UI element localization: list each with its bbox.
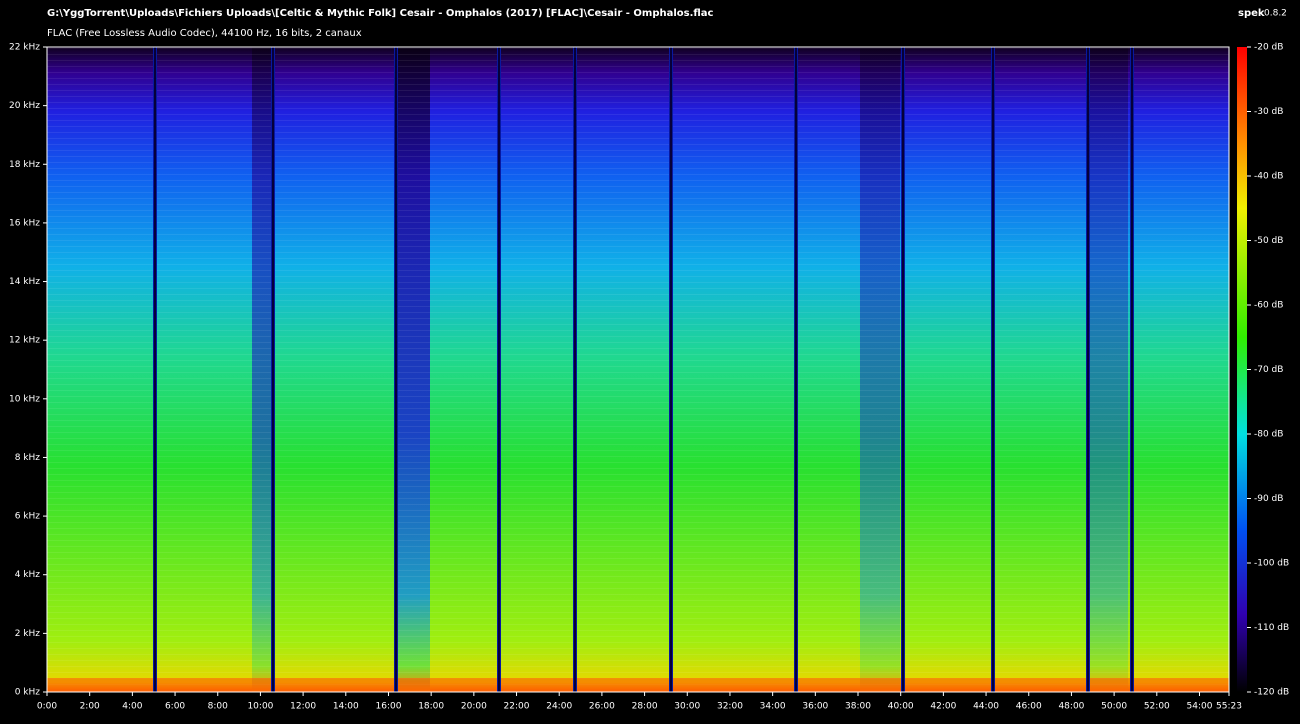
y-tick-label: 20 kHz <box>9 101 40 111</box>
level-tick-label: -80 dB <box>1254 430 1283 440</box>
x-tick-label: 34:00 <box>760 702 786 712</box>
spectrogram <box>47 47 1229 692</box>
y-tick-label: 22 kHz <box>9 43 40 53</box>
level-tick-label: -30 dB <box>1254 107 1283 117</box>
y-tick-label: 10 kHz <box>9 394 40 404</box>
x-tick-label: 36:00 <box>802 702 828 712</box>
x-tick-label: 20:00 <box>461 702 487 712</box>
level-tick-label: -50 dB <box>1254 236 1283 246</box>
level-tick-label: -100 dB <box>1254 559 1289 569</box>
level-tick-label: -60 dB <box>1254 301 1283 311</box>
x-tick-label: 14:00 <box>333 702 359 712</box>
level-tick-label: -120 dB <box>1254 688 1289 698</box>
x-tick-label: 55:23 <box>1216 702 1242 712</box>
level-colorbar <box>1237 47 1247 692</box>
y-tick-label: 8 kHz <box>15 453 41 463</box>
track-gap <box>272 47 274 692</box>
track-gap <box>1087 47 1089 692</box>
x-tick-label: 18:00 <box>418 702 444 712</box>
level-tick-label: -90 dB <box>1254 494 1283 504</box>
y-tick-label: 16 kHz <box>9 218 40 228</box>
level-tick-label: -20 dB <box>1254 43 1283 53</box>
x-tick-label: 48:00 <box>1058 702 1084 712</box>
x-tick-label: 0:00 <box>37 702 57 712</box>
track-gap <box>498 47 500 692</box>
x-tick-label: 30:00 <box>674 702 700 712</box>
x-tick-label: 16:00 <box>376 702 402 712</box>
y-tick-label: 2 kHz <box>15 629 41 639</box>
track-gap <box>992 47 994 692</box>
level-tick-label: -40 dB <box>1254 172 1283 182</box>
harmonic-texture <box>47 47 1229 692</box>
x-tick-label: 10:00 <box>247 702 273 712</box>
track-gap <box>670 47 672 692</box>
track-gap <box>795 47 797 692</box>
y-tick-label: 12 kHz <box>9 336 40 346</box>
y-tick-label: 6 kHz <box>15 512 41 522</box>
track-gap <box>902 47 904 692</box>
x-tick-label: 26:00 <box>589 702 615 712</box>
x-tick-label: 4:00 <box>122 702 142 712</box>
y-tick-label: 18 kHz <box>9 160 40 170</box>
axes: 0 kHz 2 kHz 4 kHz 6 kHz 8 kHz 10 kHz 12 kHz 14 … <box>9 43 1289 712</box>
track-gap <box>574 47 576 692</box>
x-tick-label: 6:00 <box>165 702 185 712</box>
track-gap <box>395 47 397 692</box>
x-tick-label: 32:00 <box>717 702 743 712</box>
x-tick-label: 2:00 <box>80 702 100 712</box>
plot-frame <box>46 46 1230 693</box>
x-tick-label: 12:00 <box>290 702 316 712</box>
x-tick-label: 54:00 <box>1187 702 1213 712</box>
app-name: spek <box>1238 8 1265 19</box>
x-tick-label: 22:00 <box>504 702 530 712</box>
app-version: 0.8.2 <box>1264 9 1287 19</box>
x-tick-label: 46:00 <box>1016 702 1042 712</box>
x-tick-label: 40:00 <box>888 702 914 712</box>
x-tick-label: 24:00 <box>546 702 572 712</box>
x-tick-label: 42:00 <box>930 702 956 712</box>
file-info: FLAC (Free Lossless Audio Codec), 44100 … <box>47 28 362 39</box>
x-tick-label: 8:00 <box>208 702 228 712</box>
x-tick-label: 50:00 <box>1101 702 1127 712</box>
x-tick-label: 44:00 <box>973 702 999 712</box>
y-tick-label: 14 kHz <box>9 277 40 287</box>
level-tick-label: -70 dB <box>1254 365 1283 375</box>
x-tick-label: 52:00 <box>1144 702 1170 712</box>
track-gap <box>1131 47 1133 692</box>
level-tick-label: -110 dB <box>1254 623 1289 633</box>
y-tick-label: 4 kHz <box>15 570 41 580</box>
x-tick-label: 38:00 <box>845 702 871 712</box>
x-tick-label: 28:00 <box>632 702 658 712</box>
y-tick-label: 0 kHz <box>15 688 41 698</box>
file-path: G:\YggTorrent\Uploads\Fichiers Uploads\[… <box>47 8 714 19</box>
bass-band <box>47 678 1229 692</box>
track-gap <box>154 47 156 692</box>
